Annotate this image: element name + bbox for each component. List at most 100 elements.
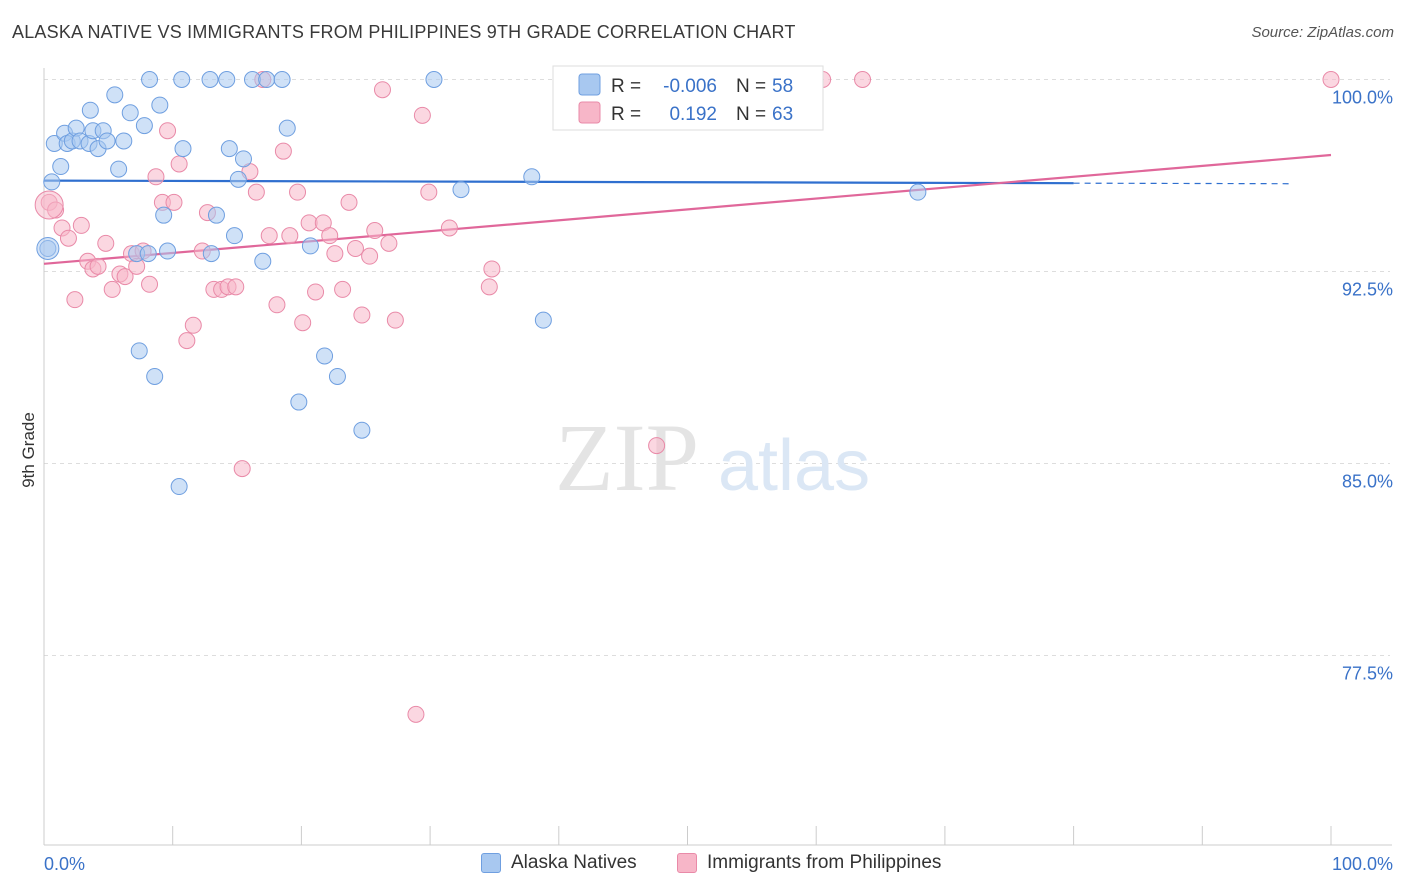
point-philippines <box>340 193 358 211</box>
point-alaska-native <box>523 168 541 186</box>
point-philippines <box>480 278 498 296</box>
point-alaska-native <box>234 150 252 168</box>
trend-line-alaska-natives-extension <box>1073 182 1293 185</box>
x-tick-label: 0.0% <box>44 854 85 874</box>
legend-label-philippines: Immigrants from Philippines <box>707 852 942 873</box>
y-tick-label: 77.5% <box>1342 664 1393 684</box>
legend-item-alaska-natives: Alaska Natives <box>481 852 637 874</box>
point-alaska-native <box>229 170 247 188</box>
point-philippines <box>59 229 77 247</box>
point-philippines <box>1322 71 1340 88</box>
legend-r-label-1: R = <box>611 76 641 97</box>
point-alaska-native <box>316 347 334 365</box>
point-philippines <box>227 278 245 296</box>
point-philippines <box>300 214 318 232</box>
y-tick-labels: 77.5% 85.0% 92.5% 100.0% <box>1332 88 1393 684</box>
point-alaska-native <box>121 104 139 122</box>
point-philippines <box>854 71 872 88</box>
point-philippines <box>366 222 384 240</box>
point-philippines <box>407 705 425 723</box>
legend-label-alaska-natives: Alaska Natives <box>511 852 637 873</box>
point-philippines <box>346 239 364 257</box>
point-philippines <box>353 306 371 324</box>
point-philippines <box>307 283 325 301</box>
point-philippines <box>483 260 501 278</box>
point-alaska-native <box>146 367 164 385</box>
x-tick-labels: 0.0% 100.0% <box>44 854 1393 874</box>
point-alaska-native <box>273 71 291 88</box>
y-tick-label: 100.0% <box>1332 88 1393 108</box>
point-alaska-native <box>110 160 128 178</box>
point-philippines <box>34 190 64 220</box>
legend-r-label-2: R = <box>611 104 641 125</box>
point-philippines <box>170 155 188 173</box>
watermark-atlas: atlas <box>718 426 870 506</box>
point-alaska-native <box>135 117 153 135</box>
point-alaska-native <box>173 71 191 88</box>
point-philippines <box>260 227 278 245</box>
point-alaska-native <box>52 158 70 176</box>
point-philippines <box>89 257 107 275</box>
legend-item-philippines: Immigrants from Philippines <box>677 852 941 874</box>
point-philippines <box>361 247 379 265</box>
trend-line-alaska-natives <box>43 179 1074 185</box>
trend-lines <box>43 153 1332 265</box>
point-philippines <box>159 122 177 140</box>
point-alaska-native <box>174 140 192 158</box>
point-philippines <box>334 280 352 298</box>
point-philippines <box>380 234 398 252</box>
point-alaska-native <box>151 96 169 114</box>
point-alaska-native <box>534 311 552 329</box>
point-philippines <box>103 280 121 298</box>
point-alaska-native <box>130 342 148 360</box>
point-philippines <box>141 275 159 293</box>
stats-legend: R = -0.006 N = 58 R = 0.192 N = 63 <box>552 65 824 131</box>
legend-r-value-1: -0.006 <box>663 76 717 97</box>
point-alaska-native <box>159 242 177 260</box>
point-alaska-native <box>225 227 243 245</box>
point-alaska-native <box>254 252 272 270</box>
point-alaska-native <box>220 140 238 158</box>
point-philippines <box>413 106 431 124</box>
chart-title: ALASKA NATIVE VS IMMIGRANTS FROM PHILIPP… <box>12 22 796 42</box>
point-philippines <box>321 227 339 245</box>
point-alaska-native <box>328 367 346 385</box>
point-alaska-native <box>155 206 173 224</box>
legend-n-value-1: 58 <box>772 76 793 97</box>
point-philippines <box>72 216 90 234</box>
point-philippines <box>178 332 196 350</box>
legend-n-label-2: N = <box>736 104 766 125</box>
point-alaska-native <box>36 236 60 260</box>
point-philippines <box>116 268 134 286</box>
point-alaska-native <box>201 71 219 88</box>
x-tick-label: 100.0% <box>1332 854 1393 874</box>
data-points <box>34 71 1340 723</box>
legend-swatch-philippines <box>677 853 697 873</box>
point-alaska-native <box>258 71 276 88</box>
point-alaska-native <box>43 173 61 191</box>
point-philippines <box>420 183 438 201</box>
point-alaska-native <box>452 181 470 199</box>
watermark: ZIP atlas <box>555 404 870 511</box>
point-philippines <box>66 291 84 309</box>
legend-swatch-alaska-natives <box>481 853 501 873</box>
point-alaska-native <box>353 421 371 439</box>
point-alaska-native <box>202 245 220 263</box>
source-credit: Source: ZipAtlas.com <box>1251 24 1394 41</box>
y-tick-label: 92.5% <box>1342 280 1393 300</box>
point-philippines <box>326 245 344 263</box>
point-philippines <box>648 437 666 455</box>
point-philippines <box>373 81 391 99</box>
point-alaska-native <box>141 71 159 88</box>
watermark-zip: ZIP <box>555 404 699 511</box>
point-alaska-native <box>170 478 188 496</box>
point-alaska-native <box>139 245 157 263</box>
point-alaska-native <box>290 393 308 411</box>
point-alaska-native <box>207 206 225 224</box>
y-axis-label: 9th Grade <box>19 412 38 488</box>
point-philippines <box>165 193 183 211</box>
point-philippines <box>184 316 202 334</box>
point-alaska-native <box>81 101 99 119</box>
point-philippines <box>440 219 458 237</box>
